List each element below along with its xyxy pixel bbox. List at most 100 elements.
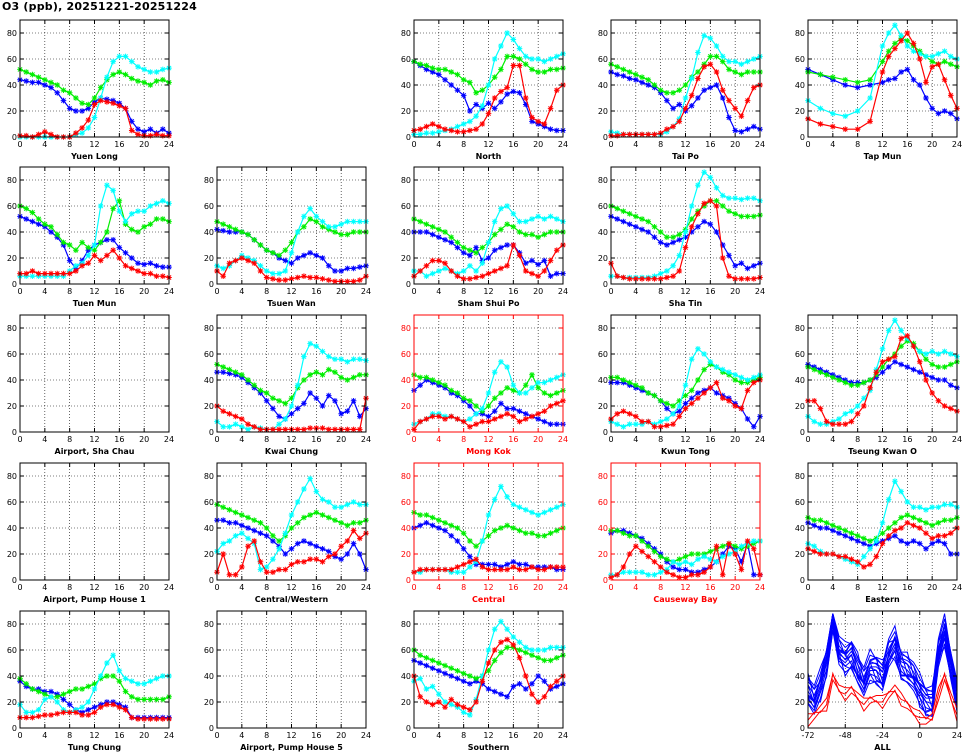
x-tick-label: 8	[461, 731, 466, 740]
data-point-red	[332, 551, 338, 557]
x-tick-label: 12	[877, 140, 887, 149]
data-point-red	[688, 572, 695, 578]
x-tick-label: 4	[633, 583, 638, 592]
data-point-green	[54, 694, 61, 700]
data-point-red	[873, 369, 880, 375]
data-point-green	[48, 224, 54, 230]
y-tick-label: 80	[7, 472, 17, 481]
data-point-green	[79, 686, 85, 692]
data-point-green	[498, 390, 504, 396]
data-point-blue	[417, 522, 424, 529]
data-point-green	[307, 216, 313, 222]
data-point-red	[325, 277, 332, 283]
data-point-green	[356, 372, 363, 378]
data-point-cyan	[282, 530, 289, 536]
x-tick-label: 8	[658, 287, 663, 296]
data-point-cyan	[159, 673, 166, 679]
x-tick-label: -24	[876, 731, 889, 740]
y-tick-label: 40	[204, 524, 214, 533]
data-point-green	[811, 517, 818, 523]
data-point-green	[923, 356, 929, 362]
data-point-blue	[436, 234, 442, 240]
data-point-red	[682, 405, 689, 412]
data-point-green	[541, 390, 548, 396]
data-point-red	[226, 572, 233, 578]
station-label: North	[476, 152, 502, 161]
y-tick-label: 60	[204, 202, 214, 211]
data-point-green	[448, 387, 455, 394]
x-tick-label: 0	[214, 731, 219, 740]
data-point-green	[504, 385, 510, 391]
data-point-blue	[633, 77, 639, 83]
data-point-green	[270, 250, 276, 256]
data-point-cyan	[460, 569, 467, 575]
data-point-red	[750, 379, 757, 386]
data-point-cyan	[263, 268, 270, 274]
data-point-red	[147, 270, 154, 277]
data-point-cyan	[947, 501, 954, 508]
data-point-cyan	[651, 572, 658, 578]
data-point-cyan	[54, 699, 61, 705]
data-point-cyan	[682, 559, 689, 565]
data-point-red	[485, 270, 492, 277]
y-tick-label: 60	[795, 350, 805, 359]
data-point-cyan	[344, 501, 351, 508]
data-point-red	[510, 564, 517, 570]
data-point-red	[836, 553, 842, 560]
x-tick-label: 24	[164, 731, 174, 740]
data-point-red	[97, 97, 104, 104]
data-point-blue	[817, 525, 824, 531]
station-label: Kwai Chung	[265, 447, 318, 456]
data-point-blue	[467, 252, 473, 259]
data-point-cyan	[110, 652, 116, 658]
x-tick-label: 4	[239, 583, 244, 592]
data-point-red	[23, 132, 30, 139]
x-tick-label: 12	[89, 140, 99, 149]
data-point-green	[91, 247, 98, 253]
data-point-blue	[744, 126, 751, 132]
x-tick-label: 4	[436, 140, 441, 149]
x-tick-label: 0	[805, 583, 810, 592]
data-point-cyan	[122, 218, 129, 225]
data-point-red	[904, 520, 911, 526]
data-point-blue	[553, 683, 560, 690]
x-tick-label: 24	[558, 287, 568, 296]
data-point-red	[442, 704, 448, 710]
data-point-green	[664, 234, 670, 240]
data-point-cyan	[670, 559, 676, 565]
x-tick-label: 4	[42, 583, 47, 592]
data-point-red	[301, 426, 307, 433]
data-point-blue	[429, 665, 436, 671]
data-point-green	[66, 90, 73, 96]
data-point-green	[854, 79, 861, 86]
data-point-blue	[325, 263, 332, 269]
data-point-red	[473, 421, 479, 427]
data-point-green	[141, 696, 147, 703]
data-point-green	[626, 533, 633, 539]
station-label: Tseung Kwan O	[848, 447, 917, 456]
data-point-green	[516, 527, 523, 534]
data-point-cyan	[147, 678, 154, 684]
data-point-blue	[941, 108, 948, 114]
data-point-red	[153, 273, 160, 279]
data-point-blue	[904, 66, 911, 73]
x-tick-label: 20	[927, 140, 937, 149]
data-point-green	[854, 382, 861, 388]
data-point-blue	[867, 82, 873, 88]
data-point-cyan	[657, 270, 664, 277]
data-point-cyan	[479, 260, 486, 266]
data-point-blue	[516, 408, 523, 414]
data-point-cyan	[85, 252, 92, 259]
x-tick-label: 16	[705, 435, 715, 444]
data-point-cyan	[522, 507, 529, 513]
data-point-red	[60, 270, 67, 277]
station-label: Tap Mun	[864, 152, 902, 161]
data-point-cyan	[498, 483, 504, 490]
data-point-green	[232, 509, 239, 516]
data-point-blue	[332, 398, 338, 404]
data-point-red	[510, 242, 517, 248]
data-point-green	[23, 69, 30, 75]
y-tick-label: 60	[795, 646, 805, 655]
